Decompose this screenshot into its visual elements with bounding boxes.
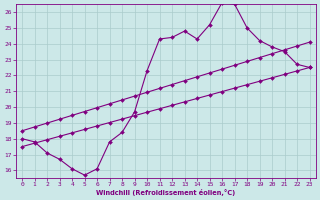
X-axis label: Windchill (Refroidissement éolien,°C): Windchill (Refroidissement éolien,°C) xyxy=(96,189,236,196)
